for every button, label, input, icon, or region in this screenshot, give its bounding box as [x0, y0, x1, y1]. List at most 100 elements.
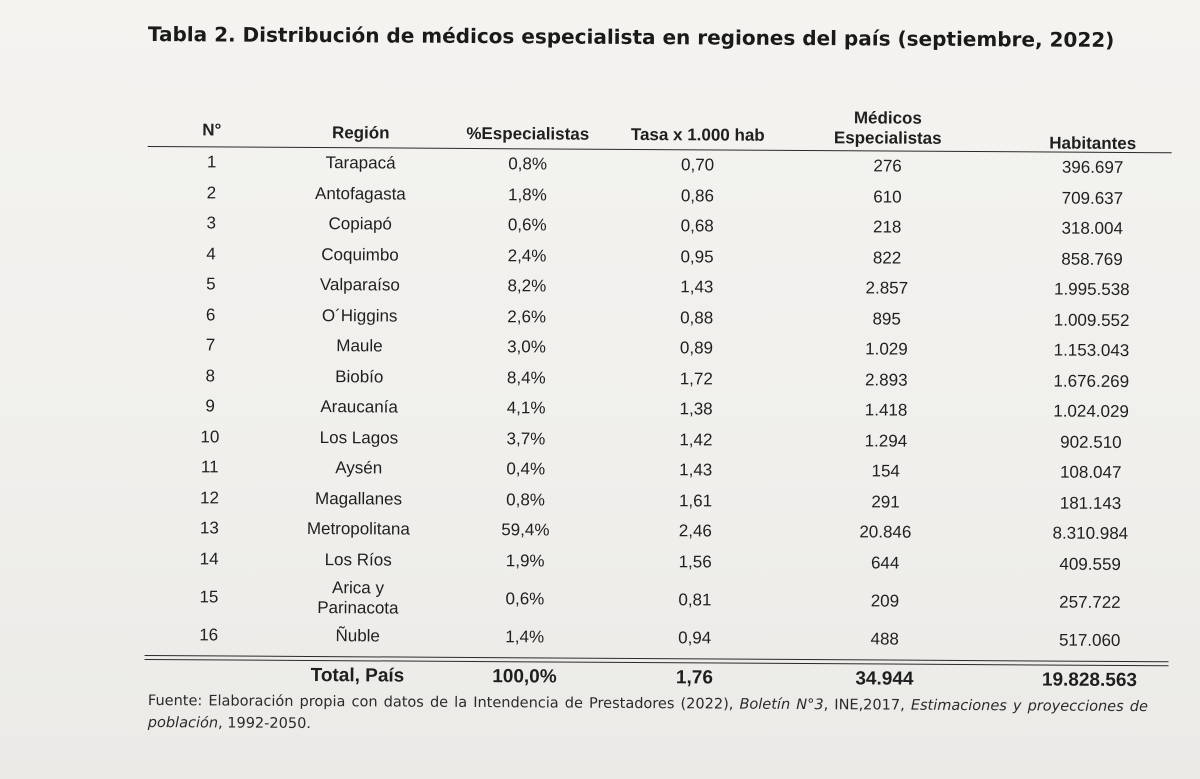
- row-tasa: 1,42: [679, 430, 713, 450]
- row-tasa: 0,94: [678, 628, 712, 648]
- row-habitantes: 409.559: [1059, 554, 1121, 574]
- table-header: N° Región %Especialistas Tasa x 1.000 ha…: [148, 98, 1172, 154]
- row-num: 5: [206, 274, 216, 294]
- row-medicos: 154: [871, 461, 900, 481]
- row-medicos: 1.029: [865, 339, 908, 359]
- row-region: Aysén: [335, 458, 383, 478]
- total-habitantes: 19.828.563: [1041, 668, 1138, 691]
- row-habitantes: 8.310.984: [1052, 523, 1129, 544]
- row-tasa: 0,70: [680, 155, 715, 175]
- source-text-3: , 1992-2050.: [218, 715, 311, 732]
- row-medicos: 2.893: [864, 370, 908, 390]
- row-num: 6: [205, 305, 216, 325]
- row-medicos: 644: [870, 553, 900, 573]
- table-title: Tabla 2. Distribución de médicos especia…: [147, 22, 1115, 52]
- row-tasa: 1,38: [679, 399, 713, 419]
- row-pct: 0,8%: [506, 489, 545, 510]
- row-pct: 59,4%: [501, 520, 550, 540]
- table-row: 16 Ñuble 1,4% 0,94 488 517.060: [145, 620, 1169, 657]
- row-region: Los Ríos: [324, 549, 392, 570]
- total-medicos: 34.944: [855, 667, 914, 690]
- row-num: 10: [200, 427, 220, 447]
- source-text-1: Fuente: Elaboración propia con datos de …: [147, 692, 740, 713]
- row-num: 7: [205, 335, 216, 355]
- header-medicos-line1: Médicos: [853, 108, 922, 128]
- row-habitantes: 858.769: [1061, 249, 1123, 269]
- header-pct: %Especialistas: [466, 123, 590, 144]
- row-tasa: 1,56: [678, 552, 712, 572]
- header-tasa: Tasa x 1.000 hab: [630, 124, 765, 145]
- row-region: Ñuble: [335, 626, 380, 646]
- source-note: Fuente: Elaboración propia con datos de …: [148, 690, 1148, 740]
- row-num: 2: [206, 183, 217, 203]
- row-pct: 3,7%: [506, 428, 546, 449]
- data-table: N° Región %Especialistas Tasa x 1.000 ha…: [144, 98, 1172, 696]
- row-habitantes: 902.510: [1060, 432, 1122, 452]
- row-habitantes: 1.009.552: [1053, 310, 1130, 330]
- row-tasa: 2,46: [678, 521, 712, 541]
- row-medicos: 610: [873, 187, 902, 207]
- row-region: Tarapacá: [325, 153, 396, 173]
- row-habitantes: 1.676.269: [1053, 371, 1130, 391]
- row-pct: 2,6%: [507, 306, 547, 327]
- row-pct: 0,6%: [505, 589, 545, 609]
- row-medicos: 895: [872, 309, 901, 329]
- row-medicos: 276: [873, 156, 902, 176]
- source-italic-1: Boletín N°3: [739, 696, 824, 714]
- row-habitantes: 318.004: [1061, 218, 1123, 239]
- source-text-2: , INE,2017,: [823, 697, 911, 714]
- header-num: N°: [202, 120, 222, 140]
- row-pct: 1,8%: [507, 184, 547, 205]
- row-region: Magallanes: [315, 488, 403, 509]
- row-medicos: 488: [870, 629, 899, 649]
- row-tasa: 1,61: [678, 491, 713, 511]
- row-medicos: 291: [871, 492, 900, 512]
- row-habitantes: 1.024.029: [1053, 401, 1129, 422]
- row-pct: 0,4%: [506, 459, 546, 479]
- row-region: Coquimbo: [321, 244, 399, 265]
- total-label: Total, País: [310, 664, 405, 687]
- row-pct: 0,8%: [508, 154, 548, 174]
- row-region-line1: Arica y: [331, 578, 385, 598]
- row-habitantes: 257.722: [1059, 592, 1121, 612]
- row-pct: 1,4%: [505, 627, 545, 647]
- row-num: 3: [206, 213, 217, 233]
- row-pct: 4,1%: [506, 398, 546, 418]
- row-medicos: 209: [870, 591, 900, 611]
- row-region: Valparaíso: [319, 275, 400, 295]
- row-tasa: 1,43: [679, 460, 713, 480]
- total-pct: 100,0%: [492, 665, 557, 688]
- row-habitantes: 396.697: [1061, 157, 1124, 178]
- row-region: Arica y Parinacota: [283, 578, 433, 619]
- row-medicos: 1.294: [864, 431, 908, 451]
- row-habitantes: 108.047: [1059, 462, 1122, 483]
- row-num: 13: [199, 518, 219, 538]
- row-tasa: 0,86: [680, 186, 715, 206]
- header-medicos-line2: Especialistas: [833, 128, 942, 148]
- row-tasa: 0,95: [680, 247, 714, 267]
- row-num: 16: [199, 625, 219, 645]
- row-medicos: 20.846: [859, 522, 912, 542]
- row-habitantes: 709.637: [1061, 188, 1124, 208]
- row-region: Araucanía: [320, 397, 398, 417]
- row-region: Copiapó: [328, 214, 392, 234]
- row-region: O´Higgins: [321, 305, 398, 326]
- row-medicos: 1.418: [864, 400, 908, 420]
- row-pct: 0,6%: [507, 215, 547, 235]
- row-medicos: 218: [872, 217, 902, 237]
- row-tasa: 1,72: [679, 369, 713, 389]
- header-region: Región: [331, 123, 390, 143]
- row-region: Metropolitana: [306, 519, 410, 539]
- row-region: Antofagasta: [314, 183, 406, 204]
- row-region: Biobío: [335, 366, 384, 387]
- row-tasa: 0,81: [678, 590, 712, 610]
- header-medicos: Médicos Especialistas: [813, 108, 963, 149]
- header-habitantes: Habitantes: [1049, 133, 1137, 154]
- row-num: 15: [199, 587, 219, 607]
- row-habitantes: 1.153.043: [1053, 340, 1130, 361]
- row-num: 14: [199, 549, 219, 569]
- row-num: 12: [200, 488, 220, 508]
- row-pct: 8,2%: [507, 276, 547, 296]
- row-region: Los Lagos: [319, 427, 399, 448]
